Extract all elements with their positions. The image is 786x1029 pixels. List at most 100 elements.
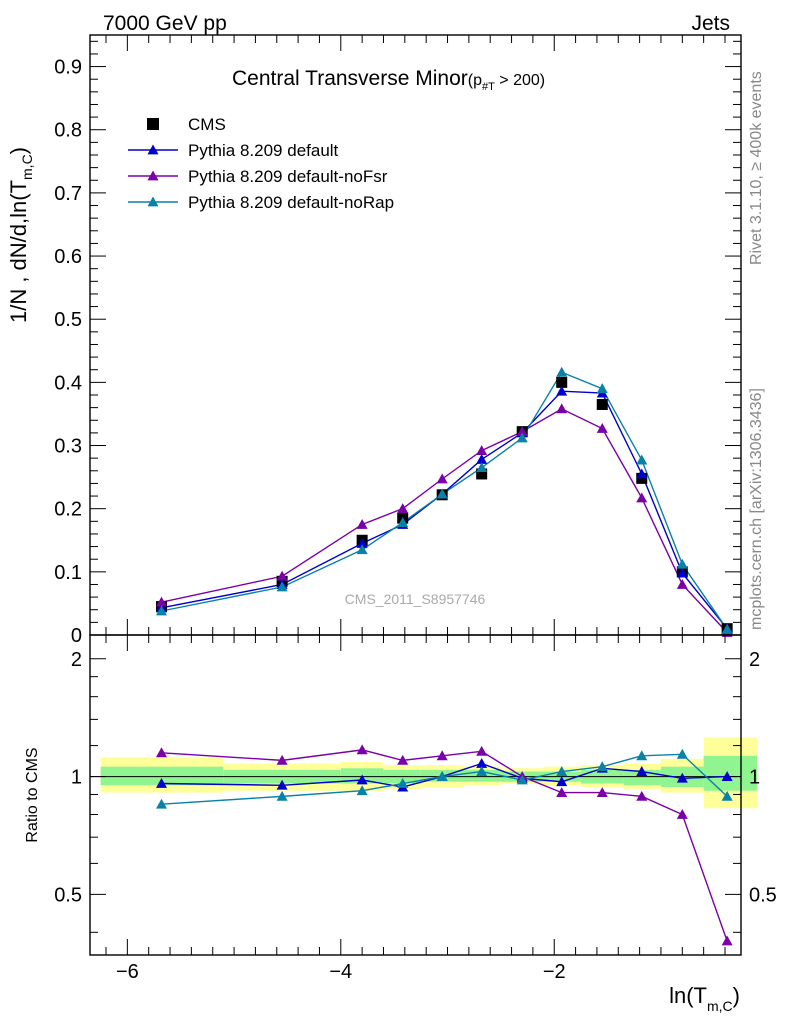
data-point-noFsr <box>276 570 288 581</box>
legend-label-noRap: Pythia 8.209 default-noRap <box>188 193 394 212</box>
ratio-point-noFsr <box>676 808 688 819</box>
data-point-cms <box>476 468 488 480</box>
main-y-tick-label: 0.2 <box>54 499 82 521</box>
data-point-noRap <box>276 581 288 592</box>
ratio-point-noRap <box>476 766 488 776</box>
ratio-y-tick-label-right: 1 <box>749 767 760 789</box>
legend-label-default: Pythia 8.209 default <box>188 141 339 160</box>
data-point-noRap <box>156 605 168 616</box>
main-y-tick-label: 0.5 <box>54 309 82 331</box>
data-point-noFsr <box>436 473 448 484</box>
chart-title: Central Transverse Minor(p#T > 200) <box>232 67 545 93</box>
ratio-point-noRap <box>596 761 608 772</box>
ratio-series-markers <box>156 744 733 946</box>
legend-marker-noRap <box>147 196 159 207</box>
data-point-cms <box>596 398 608 410</box>
ratio-point-noFsr <box>436 750 448 761</box>
data-point-noRap <box>436 488 448 499</box>
ratio-series-lines <box>161 749 728 942</box>
ratio-point-noFsr <box>397 754 409 765</box>
ratio-line-noFsr <box>161 749 728 942</box>
data-point-noFsr <box>397 503 409 514</box>
ratio-frame <box>89 634 742 956</box>
chart-title-sub2: #T <box>482 81 495 93</box>
ratio-y-tick-label: 0.5 <box>54 884 82 906</box>
data-point-default <box>636 468 648 479</box>
ratio-point-noRap <box>397 778 409 788</box>
main-panel: 0.1 0.2 0.3 0.4 0.5 0.6 0.7 0.8 0.9 0 Central Tra… <box>6 34 742 647</box>
data-point-noRap <box>721 623 733 634</box>
ratio-point-noFsr <box>556 787 568 797</box>
ratio-point-noRap <box>436 771 448 781</box>
x-axis-label-main: ln(T <box>669 983 707 1008</box>
main-ticks: 0.1 0.2 0.3 0.4 0.5 0.6 0.7 0.8 0.9 0 <box>54 35 741 647</box>
chart-title-sub3: > 200) <box>495 72 545 89</box>
ratio-point-default <box>356 774 368 785</box>
data-point-noRap <box>516 432 528 443</box>
data-point-default <box>556 385 568 396</box>
ratio-y-tick-label: 1 <box>71 767 82 789</box>
x-tick-label: −2 <box>543 961 566 983</box>
x-tick-label: −6 <box>116 961 139 983</box>
data-point-noFsr <box>516 426 528 437</box>
ratio-point-noFsr <box>356 744 368 755</box>
ratio-y-axis-label: Ratio to CMS <box>24 747 41 842</box>
x-axis-label: ln(Tm,C) <box>669 983 740 1014</box>
data-point-default <box>676 567 688 578</box>
main-y-tick-label: 0.7 <box>54 183 82 205</box>
ratio-point-default <box>276 779 288 790</box>
main-series-markers <box>156 366 733 637</box>
data-point-noRap <box>356 544 368 555</box>
ratio-point-noRap <box>676 748 688 759</box>
rivet-label: Rivet 3.1.10, ≥ 400k events <box>748 71 765 265</box>
legend: CMS Pythia 8.209 default Pythia 8.209 defa… <box>128 115 394 212</box>
main-y-axis-label: 1/N , dN/d,ln(Tm,C) <box>6 147 35 323</box>
ratio-panel: 0.5 0.5 1 1 2 2 −6 −4 −2 Ratio to CMS ln(Tm,C) <box>24 634 777 1014</box>
ratio-point-default <box>476 757 488 768</box>
ratio-point-noRap <box>156 798 168 809</box>
main-y-tick-label-zero: 0 <box>71 625 82 647</box>
ratio-point-default <box>156 778 168 788</box>
ratio-bands <box>100 737 758 809</box>
data-point-noRap <box>476 462 488 473</box>
ratio-point-noFsr <box>596 787 608 797</box>
jets-label: Jets <box>691 12 730 35</box>
main-y-tick-label: 0.9 <box>54 57 82 79</box>
data-point-noRap <box>397 517 409 527</box>
ratio-point-noRap <box>516 774 528 785</box>
energy-label: 7000 GeV pp <box>103 12 227 35</box>
ratio-point-noFsr <box>476 745 488 756</box>
ratio-point-noRap <box>276 790 288 801</box>
data-point-noRap <box>636 454 648 465</box>
main-y-axis-label-main: 1/N , dN/d,ln(T <box>6 180 31 323</box>
legend-marker-noFsr <box>147 170 159 181</box>
data-point-noFsr <box>676 578 688 589</box>
data-point-noRap <box>596 383 608 394</box>
ratio-line-default <box>161 762 728 788</box>
ratio-point-noFsr <box>156 747 168 758</box>
x-axis-label-sub: m,C <box>707 998 733 1014</box>
series-line-noRap <box>161 371 728 630</box>
ratio-ticks: 0.5 0.5 1 1 2 2 −6 −4 −2 <box>54 635 777 983</box>
main-y-tick-label: 0.3 <box>54 436 82 458</box>
x-tick-label: −4 <box>329 961 352 983</box>
data-point-noFsr <box>596 422 608 433</box>
series-line-noFsr <box>161 408 728 633</box>
main-y-tick-label: 0.1 <box>54 562 82 584</box>
ratio-point-default <box>556 776 568 787</box>
ratio-point-default <box>721 771 733 781</box>
series-line-default <box>161 390 728 630</box>
ratio-point-noFsr <box>636 790 648 801</box>
data-point-noRap <box>676 558 688 569</box>
main-y-axis-label-sub: m,C <box>19 154 35 180</box>
uncertainty-band-green <box>703 755 758 791</box>
main-y-tick-label: 0.6 <box>54 246 82 268</box>
legend-label-noFsr: Pythia 8.209 default-noFsr <box>188 167 388 186</box>
ratio-point-default <box>636 766 648 776</box>
ratio-point-noRap <box>556 766 568 776</box>
data-point-cms <box>636 472 648 484</box>
data-point-noFsr <box>476 445 488 455</box>
chart-title-main: Central Transverse Minor <box>232 67 468 90</box>
